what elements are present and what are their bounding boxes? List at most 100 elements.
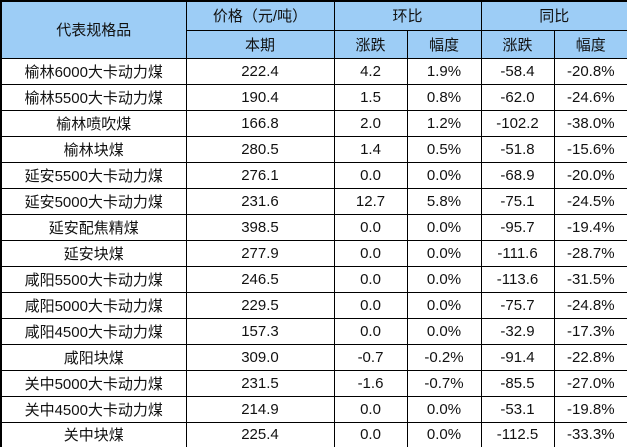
cell-spec-name: 榆林块煤	[0, 135, 187, 163]
cell-spec-name: 榆林6000大卡动力煤	[0, 57, 187, 85]
cell-current-price: 157.3	[185, 317, 335, 345]
cell-yoy-change: -95.7	[480, 213, 555, 241]
table-row: 咸阳块煤 309.0 -0.7 -0.2% -91.4 -22.8%	[0, 343, 627, 371]
cell-mom-change: 0.0	[333, 395, 408, 423]
table-row: 延安配焦精煤 398.5 0.0 0.0% -95.7 -19.4%	[0, 213, 627, 241]
cell-current-price: 231.5	[185, 369, 335, 397]
cell-spec-name: 咸阳块煤	[0, 343, 187, 371]
cell-yoy-rate: -17.3%	[553, 317, 627, 345]
cell-yoy-rate: -22.8%	[553, 343, 627, 371]
cell-mom-rate: 0.0%	[406, 317, 482, 345]
cell-yoy-change: -75.1	[480, 187, 555, 215]
table-row: 榆林喷吹煤 166.8 2.0 1.2% -102.2 -38.0%	[0, 109, 627, 137]
cell-spec-name: 延安块煤	[0, 239, 187, 267]
cell-mom-rate: 0.0%	[406, 291, 482, 319]
cell-spec-name: 咸阳5500大卡动力煤	[0, 265, 187, 293]
table-row: 榆林6000大卡动力煤 222.4 4.2 1.9% -58.4 -20.8%	[0, 57, 627, 85]
header-price-group: 价格（元/吨）	[185, 0, 335, 31]
table-row: 延安块煤 277.9 0.0 0.0% -111.6 -28.7%	[0, 239, 627, 267]
cell-mom-change: 0.0	[333, 213, 408, 241]
table-row: 延安5500大卡动力煤 276.1 0.0 0.0% -68.9 -20.0%	[0, 161, 627, 189]
header-mom-group: 环比	[333, 0, 482, 31]
cell-mom-change: 0.0	[333, 317, 408, 345]
header-mom-change: 涨跌	[333, 29, 408, 59]
cell-yoy-change: -58.4	[480, 57, 555, 85]
header-yoy-change: 涨跌	[480, 29, 555, 59]
cell-spec-name: 关中4500大卡动力煤	[0, 395, 187, 423]
header-row-groups: 代表规格品 价格（元/吨） 环比 同比	[0, 0, 627, 59]
cell-mom-rate: 0.0%	[406, 395, 482, 423]
cell-spec-name: 延安5500大卡动力煤	[0, 161, 187, 189]
cell-spec-name: 咸阳4500大卡动力煤	[0, 317, 187, 345]
table-row: 榆林5500大卡动力煤 190.4 1.5 0.8% -62.0 -24.6%	[0, 83, 627, 111]
cell-spec-name: 榆林5500大卡动力煤	[0, 83, 187, 111]
cell-mom-rate: 0.8%	[406, 83, 482, 111]
cell-yoy-rate: -24.8%	[553, 291, 627, 319]
cell-mom-change: 2.0	[333, 109, 408, 137]
cell-mom-change: 0.0	[333, 265, 408, 293]
cell-yoy-rate: -20.8%	[553, 57, 627, 85]
cell-yoy-change: -68.9	[480, 161, 555, 189]
cell-yoy-rate: -38.0%	[553, 109, 627, 137]
cell-mom-rate: -0.7%	[406, 369, 482, 397]
cell-mom-rate: 0.0%	[406, 265, 482, 293]
table-row: 咸阳5500大卡动力煤 246.5 0.0 0.0% -113.6 -31.5%	[0, 265, 627, 293]
header-yoy-rate: 幅度	[553, 29, 627, 59]
cell-current-price: 225.4	[185, 421, 335, 447]
cell-current-price: 214.9	[185, 395, 335, 423]
cell-current-price: 277.9	[185, 239, 335, 267]
cell-yoy-rate: -24.6%	[553, 83, 627, 111]
cell-yoy-change: -53.1	[480, 395, 555, 423]
header-mom-rate: 幅度	[406, 29, 482, 59]
table-header: 代表规格品 价格（元/吨） 环比 同比 本期 涨跌 幅度 涨跌 幅度	[0, 0, 627, 59]
table-row: 关中块煤 225.4 0.0 0.0% -112.5 -33.3%	[0, 421, 627, 447]
cell-mom-rate: 0.0%	[406, 161, 482, 189]
cell-mom-rate: 1.2%	[406, 109, 482, 137]
header-yoy-group: 同比	[480, 0, 627, 31]
cell-spec-name: 关中5000大卡动力煤	[0, 369, 187, 397]
cell-mom-change: -1.6	[333, 369, 408, 397]
table-row: 关中5000大卡动力煤 231.5 -1.6 -0.7% -85.5 -27.0…	[0, 369, 627, 397]
cell-yoy-change: -51.8	[480, 135, 555, 163]
cell-mom-rate: 0.0%	[406, 421, 482, 447]
table-body: 榆林6000大卡动力煤 222.4 4.2 1.9% -58.4 -20.8% …	[0, 57, 627, 447]
cell-yoy-change: -91.4	[480, 343, 555, 371]
table-row: 榆林块煤 280.5 1.4 0.5% -51.8 -15.6%	[0, 135, 627, 163]
cell-mom-change: 0.0	[333, 239, 408, 267]
cell-yoy-rate: -33.3%	[553, 421, 627, 447]
cell-current-price: 166.8	[185, 109, 335, 137]
cell-yoy-rate: -24.5%	[553, 187, 627, 215]
cell-yoy-rate: -19.8%	[553, 395, 627, 423]
cell-yoy-rate: -20.0%	[553, 161, 627, 189]
cell-mom-rate: 0.0%	[406, 213, 482, 241]
header-spec-name: 代表规格品	[0, 0, 187, 59]
header-current-period: 本期	[185, 29, 335, 59]
cell-current-price: 231.6	[185, 187, 335, 215]
cell-yoy-change: -62.0	[480, 83, 555, 111]
cell-mom-change: 1.5	[333, 83, 408, 111]
cell-yoy-rate: -19.4%	[553, 213, 627, 241]
cell-mom-change: 4.2	[333, 57, 408, 85]
cell-current-price: 398.5	[185, 213, 335, 241]
cell-yoy-rate: -27.0%	[553, 369, 627, 397]
cell-current-price: 190.4	[185, 83, 335, 111]
cell-yoy-rate: -15.6%	[553, 135, 627, 163]
cell-yoy-change: -113.6	[480, 265, 555, 293]
table-row: 延安5000大卡动力煤 231.6 12.7 5.8% -75.1 -24.5%	[0, 187, 627, 215]
cell-mom-change: 0.0	[333, 291, 408, 319]
cell-yoy-change: -75.7	[480, 291, 555, 319]
cell-current-price: 309.0	[185, 343, 335, 371]
cell-current-price: 246.5	[185, 265, 335, 293]
table-row: 咸阳4500大卡动力煤 157.3 0.0 0.0% -32.9 -17.3%	[0, 317, 627, 345]
cell-yoy-change: -85.5	[480, 369, 555, 397]
cell-spec-name: 延安5000大卡动力煤	[0, 187, 187, 215]
table-row: 咸阳5000大卡动力煤 229.5 0.0 0.0% -75.7 -24.8%	[0, 291, 627, 319]
cell-yoy-rate: -31.5%	[553, 265, 627, 293]
cell-spec-name: 关中块煤	[0, 421, 187, 447]
cell-spec-name: 榆林喷吹煤	[0, 109, 187, 137]
cell-yoy-rate: -28.7%	[553, 239, 627, 267]
cell-mom-rate: 1.9%	[406, 57, 482, 85]
cell-current-price: 280.5	[185, 135, 335, 163]
